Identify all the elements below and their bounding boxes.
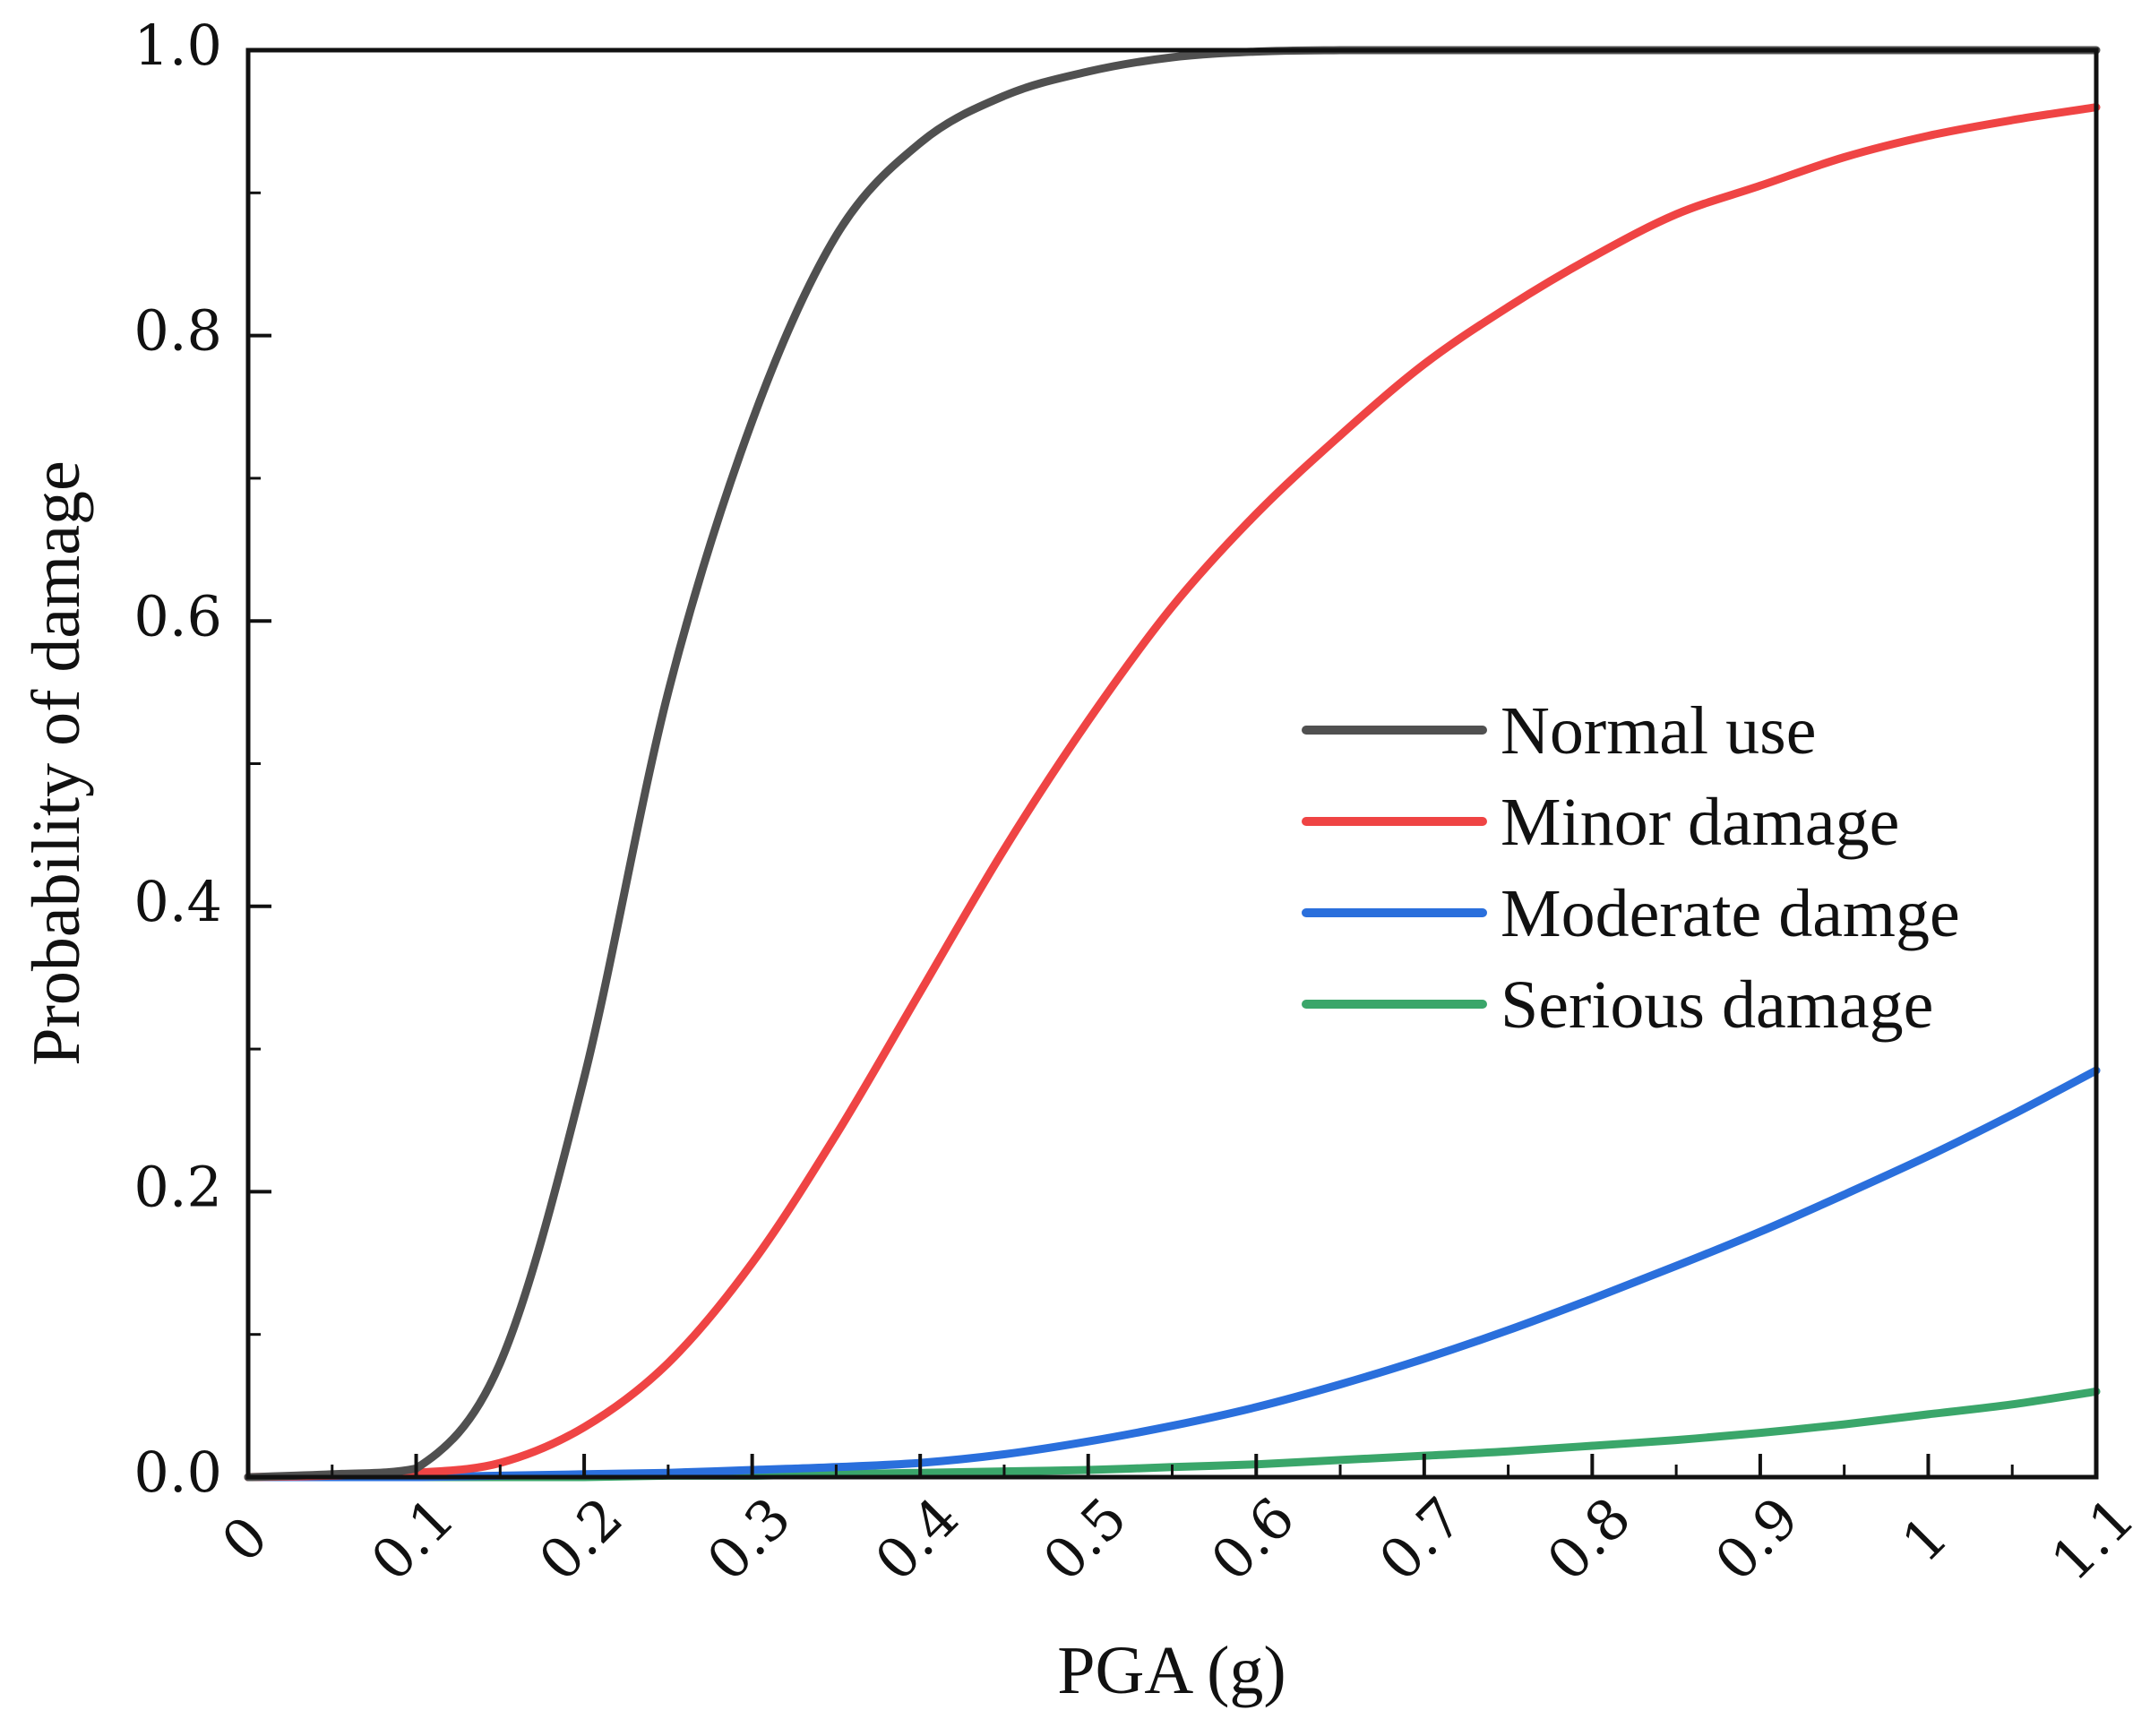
x-tick-label: 1.1: [2039, 1485, 2147, 1594]
x-tick-label: 0.2: [527, 1485, 635, 1594]
series-line-serious-damage: [244, 1387, 2101, 1482]
y-tick-label: 0.6: [133, 583, 222, 649]
legend: Normal use Minor damage Moderate damge Seri…: [1302, 693, 1960, 1043]
legend-label-minor-damage: Minor damage: [1501, 785, 1899, 860]
legend-label-moderate-damge: Moderate damge: [1501, 876, 1960, 951]
x-tick-label: 1: [1889, 1503, 1961, 1575]
plot-frame: [245, 47, 2099, 1480]
x-tick-label: 0.8: [1535, 1485, 1643, 1594]
y-tick-label: 0.0: [133, 1440, 222, 1505]
legend-label-normal-use: Normal use: [1501, 693, 1816, 769]
series-line-normal-use: [244, 46, 2101, 1482]
x-tick-label: 0.9: [1702, 1485, 1810, 1594]
curve-layer: [244, 46, 2101, 1482]
x-tick-label: 0.4: [863, 1485, 971, 1594]
y-tick-label: 0.2: [133, 1155, 222, 1220]
x-axis-title: PGA (g): [1057, 1633, 1286, 1708]
x-tick-label: 0.5: [1030, 1485, 1139, 1594]
x-tick-label: 0.1: [358, 1485, 467, 1594]
legend-label-serious-damage: Serious damage: [1501, 967, 1933, 1043]
y-axis-title: Probability of damage: [19, 460, 94, 1065]
y-tick-label: 1.0: [133, 13, 222, 78]
y-tick-label: 0.8: [133, 298, 222, 364]
x-tick-label: 0.3: [694, 1485, 803, 1594]
x-tick-label: 0.6: [1199, 1485, 1307, 1594]
y-tick-label: 0.4: [133, 869, 222, 934]
x-tick-label: 0: [209, 1503, 280, 1575]
x-tick-label: 0.7: [1366, 1485, 1475, 1594]
series-line-moderate-damge: [244, 1066, 2101, 1482]
series-line-minor-damage: [244, 103, 2101, 1482]
tick-layer: [246, 48, 2098, 1479]
